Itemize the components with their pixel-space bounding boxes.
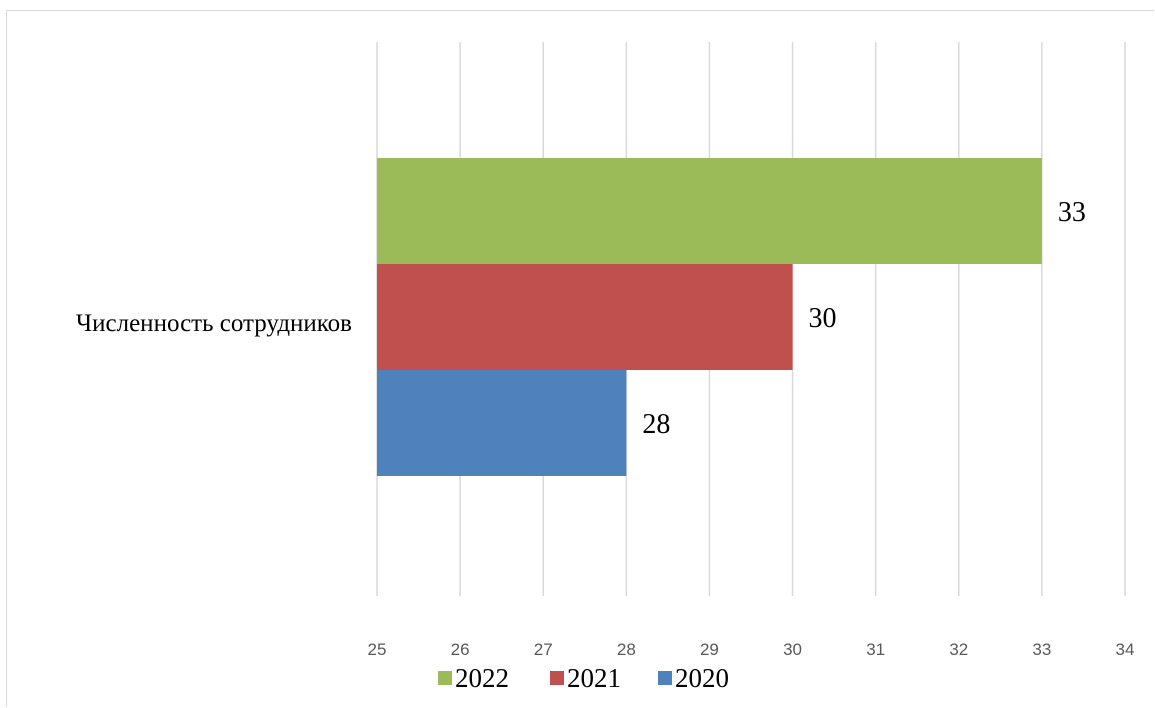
bar-2022 bbox=[377, 158, 1042, 264]
legend-label-2022: 2022 bbox=[455, 663, 509, 693]
legend-label-2020: 2020 bbox=[675, 663, 729, 693]
x-tick-label: 31 bbox=[866, 640, 885, 659]
data-label-2022: 33 bbox=[1058, 197, 1086, 228]
x-tick-label: 25 bbox=[368, 640, 387, 659]
chart-frame bbox=[6, 10, 1154, 707]
x-tick-label: 34 bbox=[1116, 640, 1135, 659]
data-label-2021: 30 bbox=[809, 303, 837, 334]
legend: 2022 2021 2020 bbox=[438, 663, 729, 693]
bar-2021 bbox=[377, 264, 793, 370]
legend-swatch-2020 bbox=[658, 671, 672, 685]
x-tick-label: 26 bbox=[451, 640, 470, 659]
x-tick-label: 28 bbox=[617, 640, 636, 659]
x-tick-label: 27 bbox=[534, 640, 553, 659]
x-tick-label: 32 bbox=[949, 640, 968, 659]
legend-swatch-2022 bbox=[438, 671, 452, 685]
x-axis-tick-labels: 25 26 27 28 29 30 31 32 33 34 bbox=[368, 640, 1135, 659]
x-tick-label: 29 bbox=[700, 640, 719, 659]
category-label: Численность сотрудников bbox=[76, 310, 352, 337]
data-label-2020: 28 bbox=[642, 409, 670, 440]
legend-swatch-2021 bbox=[550, 671, 564, 685]
x-tick-label: 33 bbox=[1032, 640, 1051, 659]
legend-label-2021: 2021 bbox=[567, 663, 621, 693]
bars bbox=[377, 158, 1042, 476]
bar-2020 bbox=[377, 370, 627, 476]
data-labels: 33 30 28 bbox=[642, 197, 1086, 440]
x-tick-label: 30 bbox=[783, 640, 802, 659]
